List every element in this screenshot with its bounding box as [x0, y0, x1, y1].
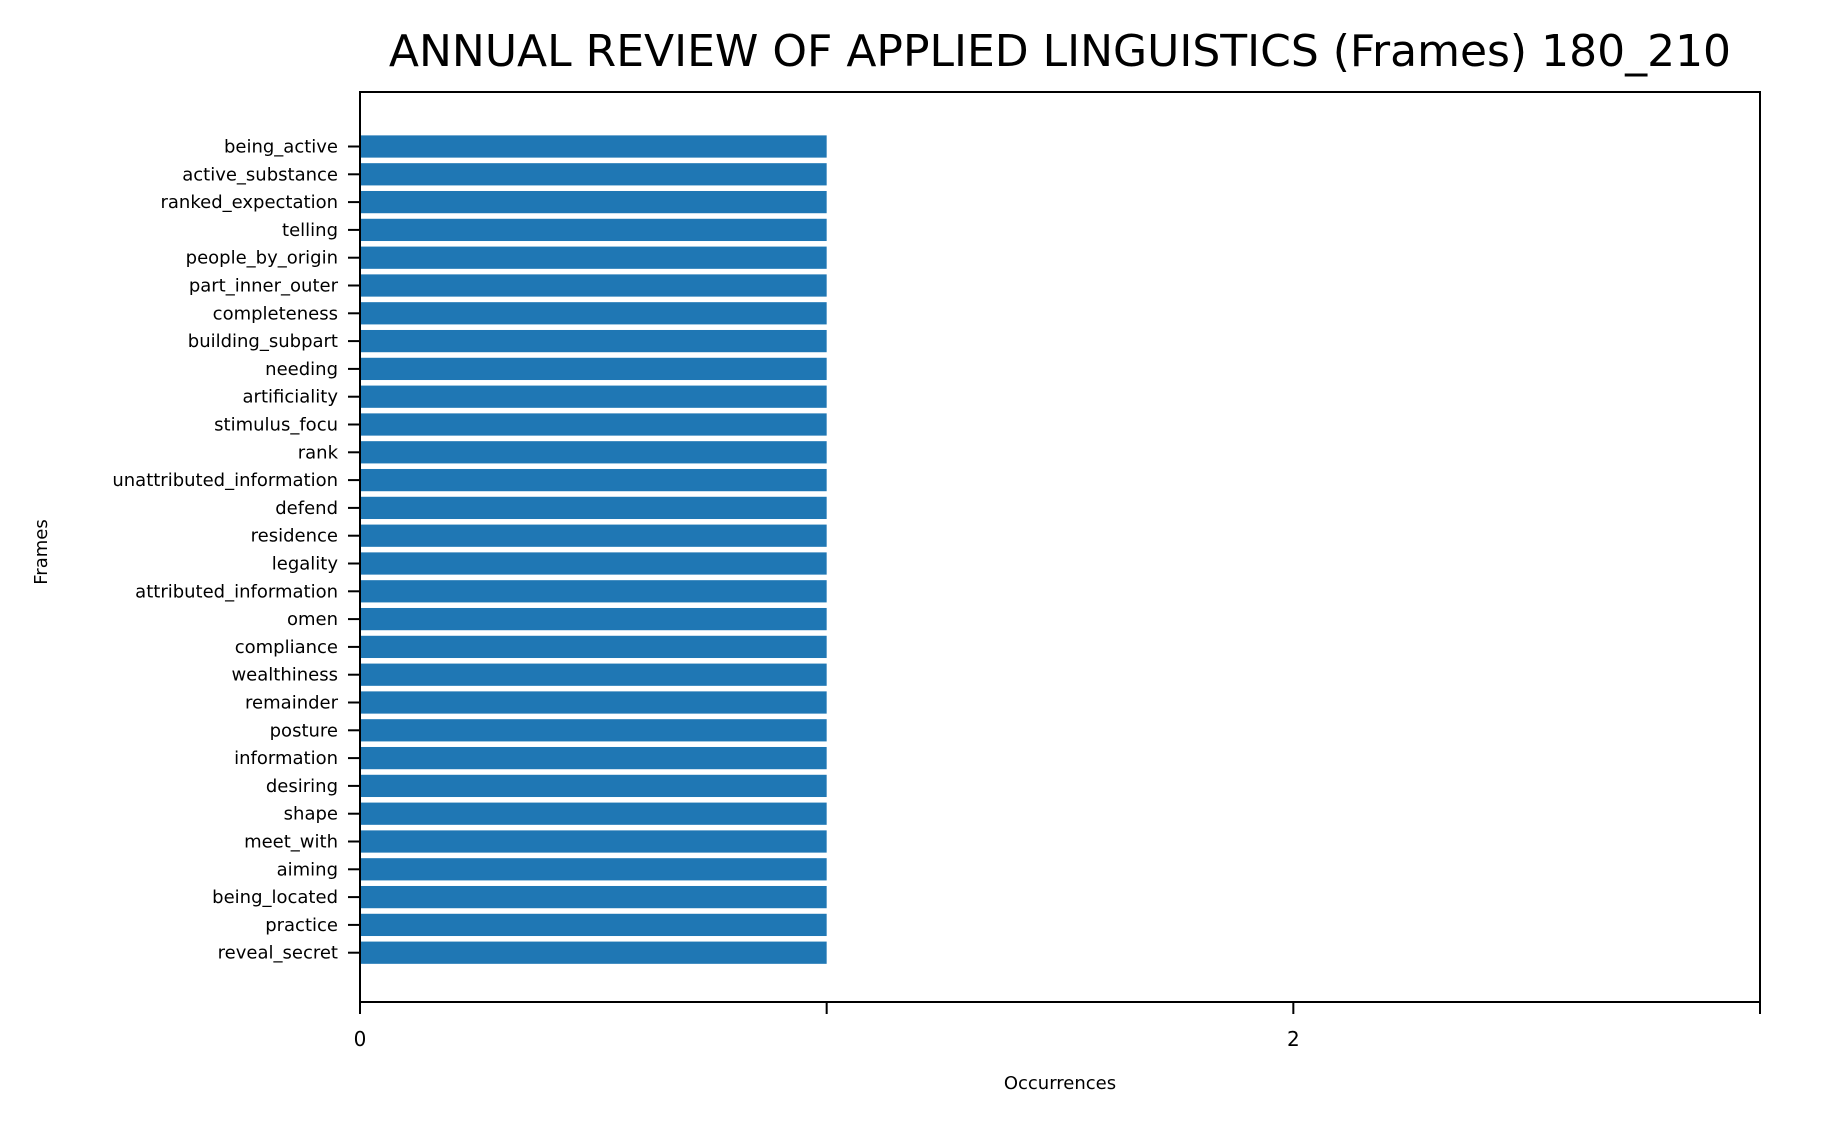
x-tick-label: 2	[1287, 1027, 1300, 1051]
bar-practice	[360, 913, 827, 937]
y-tick-label: aiming	[277, 859, 338, 880]
y-tick-label: reveal_secret	[218, 943, 338, 964]
bar-omen	[360, 607, 827, 631]
y-axis-label: Frames	[31, 519, 52, 584]
bar-stimulus-focu	[360, 413, 827, 436]
bar-shape	[360, 802, 827, 825]
y-tick-label: shape	[284, 804, 338, 825]
bar-attributed-information	[360, 580, 827, 603]
chart-title: ANNUAL REVIEW OF APPLIED LINGUISTICS (Fr…	[389, 26, 1731, 77]
bar-building-subpart	[360, 329, 827, 353]
y-tick-label: people_by_origin	[186, 248, 338, 269]
bar-ranked-expectation	[360, 190, 827, 214]
bar-completeness	[360, 302, 827, 325]
y-tick-label: attributed_information	[135, 581, 338, 602]
y-tick-label: stimulus_focu	[214, 415, 338, 436]
y-tick-label: desiring	[266, 776, 338, 797]
y-tick-label: being_located	[212, 887, 338, 908]
bar-compliance	[360, 635, 827, 659]
bar-posture	[360, 719, 827, 742]
x-tick-label: 0	[354, 1027, 367, 1051]
y-tick-label: active_substance	[182, 164, 338, 185]
y-tick-label: ranked_expectation	[161, 192, 339, 213]
bar-rank	[360, 441, 827, 464]
bar-being-active	[360, 135, 827, 158]
bar-unattributed-information	[360, 468, 827, 492]
y-tick-label: unattributed_information	[112, 470, 338, 491]
x-axis-label: Occurrences	[1004, 1073, 1116, 1094]
y-tick-label: artificiality	[243, 387, 339, 408]
bar-active-substance	[360, 163, 827, 186]
y-tick-group: being_active active_substance ranked_expec…	[112, 137, 360, 964]
y-tick-label: rank	[298, 442, 339, 463]
bar-people-by-origin	[360, 246, 827, 269]
y-tick-label: omen	[287, 609, 338, 630]
y-tick-label: posture	[270, 720, 338, 741]
bar-meet-with	[360, 830, 827, 853]
y-tick-label: remainder	[245, 693, 339, 714]
bar-artificiality	[360, 385, 827, 408]
y-tick-label: completeness	[213, 303, 338, 324]
bar-remainder	[360, 691, 827, 714]
y-tick-label: residence	[251, 526, 338, 547]
y-tick-label: meet_with	[244, 832, 338, 853]
bar-information	[360, 746, 827, 770]
y-tick-label: part_inner_outer	[189, 276, 339, 297]
bar-part-inner-outer	[360, 274, 827, 297]
bar-reveal-secret	[360, 941, 827, 964]
y-tick-label: needing	[265, 359, 338, 380]
y-tick-label: defend	[275, 498, 338, 519]
y-tick-label: legality	[272, 554, 339, 575]
bar-legality	[360, 552, 827, 575]
y-tick-label: information	[234, 748, 338, 769]
plot-area-frame	[359, 91, 1761, 1003]
y-tick-label: telling	[282, 220, 338, 241]
y-tick-label: wealthiness	[231, 665, 338, 686]
y-tick-label: being_active	[224, 137, 338, 158]
y-tick-label: practice	[265, 915, 338, 936]
y-tick-label: compliance	[235, 637, 338, 658]
bar-needing	[360, 357, 827, 381]
bars-group	[360, 135, 827, 964]
y-tick-label: building_subpart	[188, 331, 338, 352]
bar-telling	[360, 218, 827, 242]
bar-defend	[360, 496, 827, 520]
bar-being-located	[360, 885, 827, 909]
bar-desiring	[360, 774, 827, 798]
bar-aiming	[360, 858, 827, 881]
bar-residence	[360, 524, 827, 547]
bar-wealthiness	[360, 663, 827, 686]
